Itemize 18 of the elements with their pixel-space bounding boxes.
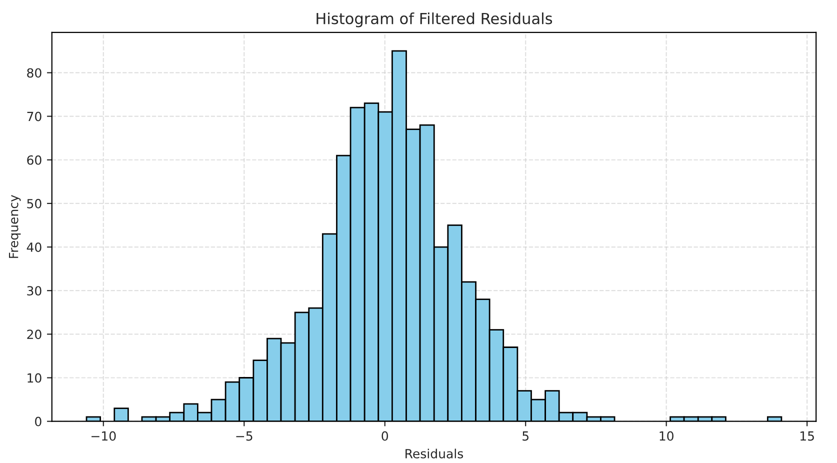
y-tick-label: 60 [27, 155, 42, 165]
x-tick-label: 15 [800, 431, 814, 441]
x-tick-label: 10 [660, 431, 674, 441]
y-tick-label: 10 [28, 373, 42, 383]
x-tick-label: 0 [382, 431, 388, 441]
y-tick-label: 70 [27, 112, 42, 122]
x-tick-label: −5 [236, 431, 252, 441]
x-tick-label: 5 [522, 431, 528, 441]
y-tick-label: 30 [27, 286, 42, 296]
y-tick-label: 80 [27, 68, 42, 78]
x-axis-title: Residuals [406, 448, 464, 458]
chart-title: Histogram of Filtered Residuals [316, 12, 552, 28]
y-tick-label: 50 [27, 198, 42, 208]
y-tick-label: 20 [27, 330, 42, 340]
y-tick-label: 0 [35, 416, 42, 426]
y-tick-label: 40 [26, 242, 42, 252]
x-tick-label: −10 [92, 431, 116, 441]
y-axis-title: Frequency [8, 194, 21, 258]
